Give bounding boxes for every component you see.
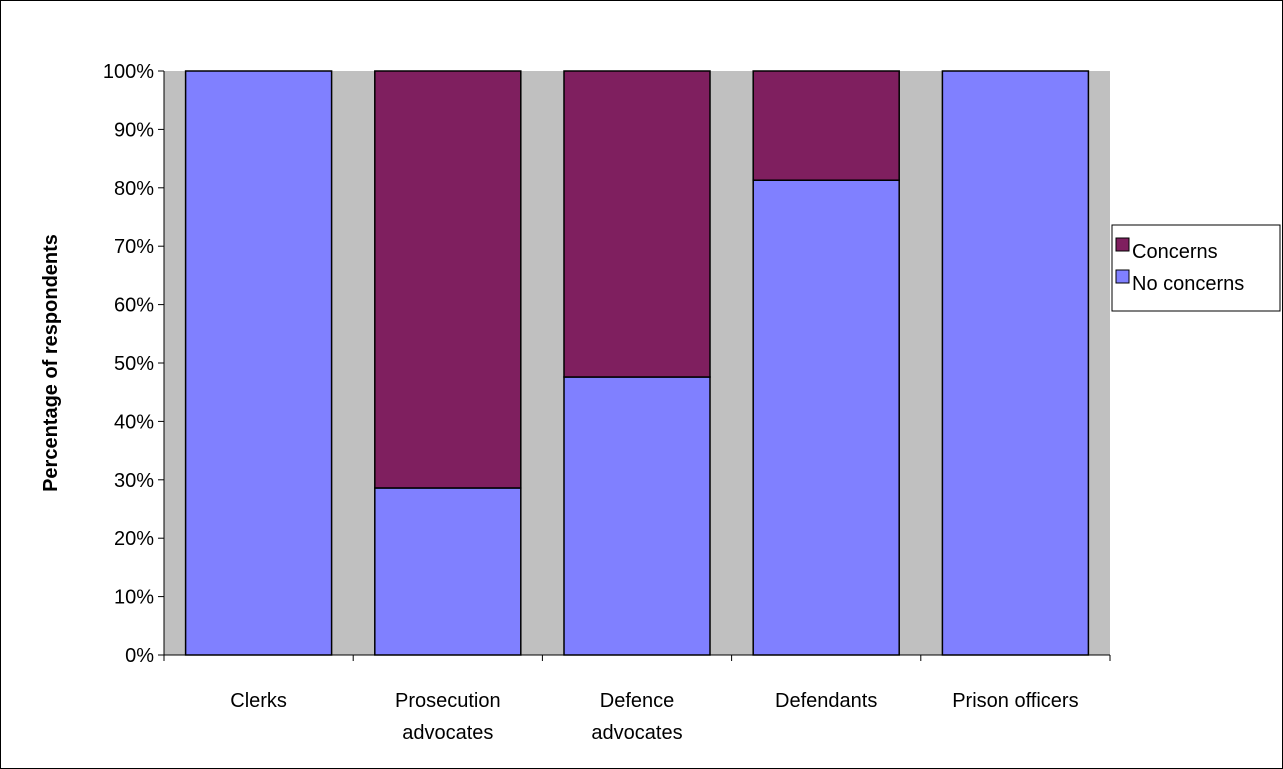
bar-concerns-3 [752, 70, 900, 181]
bar-concerns-2 [563, 70, 711, 378]
y-ticks-group: 0% 10% 20% 30% 40% 50% 60% 70% 80% 90% 100% [103, 61, 164, 667]
y-tick-label: 80% [114, 178, 154, 200]
bar-no-concerns-3 [752, 179, 900, 656]
x-category-label: Prosecution [395, 690, 501, 712]
bar-no-concerns-2 [563, 376, 711, 656]
x-category-label: Prison officers [952, 690, 1078, 712]
legend: Concerns No concerns [1111, 224, 1281, 312]
x-category-label: Defence [600, 690, 675, 712]
x-categories-group: Clerks Prosecution advocates Defence advocat… [230, 690, 1078, 744]
y-tick-label: 10% [114, 587, 154, 609]
y-tick-label: 90% [114, 119, 154, 141]
y-tick-label: 60% [114, 295, 154, 317]
legend-swatch [1115, 269, 1130, 284]
legend-box [1111, 224, 1281, 312]
bars-group [184, 70, 1090, 656]
y-tick-label: 0% [125, 645, 154, 667]
legend-entry-label: Concerns [1132, 241, 1218, 263]
legend-entry-label: No concerns [1132, 273, 1244, 295]
bar-no-concerns-0 [184, 70, 333, 656]
bar-no-concerns-4 [941, 70, 1090, 656]
y-tick-label: 70% [114, 236, 154, 258]
x-category-label: advocates [591, 722, 682, 744]
y-tick-label: 40% [114, 411, 154, 433]
x-category-label: Defendants [775, 690, 877, 712]
bar-concerns-1 [374, 70, 522, 489]
y-tick-label: 20% [114, 528, 154, 550]
y-tick-label: 100% [103, 61, 154, 83]
y-axis-label: Percentage of respondents [40, 234, 62, 492]
y-tick-label: 30% [114, 470, 154, 492]
x-category-label: advocates [402, 722, 493, 744]
x-category-label: Clerks [230, 690, 287, 712]
y-tick-label: 50% [114, 353, 154, 375]
legend-swatch [1115, 237, 1130, 252]
bar-no-concerns-1 [374, 487, 522, 656]
